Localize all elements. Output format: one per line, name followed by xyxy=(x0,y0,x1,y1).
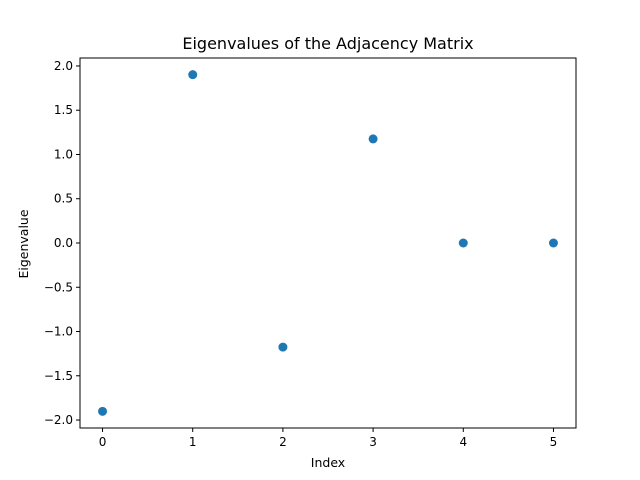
data-point xyxy=(98,406,108,416)
chart-title: Eigenvalues of the Adjacency Matrix xyxy=(182,34,473,53)
data-point xyxy=(548,238,558,248)
y-tick-label: −1.0 xyxy=(44,325,73,339)
data-point xyxy=(458,238,468,248)
y-tick-label: 2.0 xyxy=(54,59,73,73)
data-points xyxy=(98,70,558,416)
y-axis-label: Eigenvalue xyxy=(16,209,31,278)
y-tick-label: 0.0 xyxy=(54,236,73,250)
x-tick-label: 0 xyxy=(99,435,107,449)
axis-ticks: 0 1 2 3 4 5 −2.0 −1.5 −1.0 −0.5 0.0 0.5 1.0 1.5 2.0 xyxy=(44,59,557,449)
plot-frame xyxy=(79,57,577,429)
y-tick-label: 1.5 xyxy=(54,103,73,117)
data-point xyxy=(188,70,198,80)
y-tick-label: 0.5 xyxy=(54,192,73,206)
y-tick-label: −2.0 xyxy=(44,413,73,427)
data-point xyxy=(368,134,378,144)
x-axis-label: Index xyxy=(311,455,345,470)
y-tick-label: 1.0 xyxy=(54,147,73,161)
y-tick-label: −0.5 xyxy=(44,280,73,294)
x-tick-label: 4 xyxy=(459,435,467,449)
y-tick-label: −1.5 xyxy=(44,369,73,383)
x-tick-label: 1 xyxy=(189,435,197,449)
data-point xyxy=(278,342,288,352)
x-tick-label: 5 xyxy=(550,435,558,449)
x-tick-label: 3 xyxy=(369,435,377,449)
x-tick-label: 2 xyxy=(279,435,287,449)
